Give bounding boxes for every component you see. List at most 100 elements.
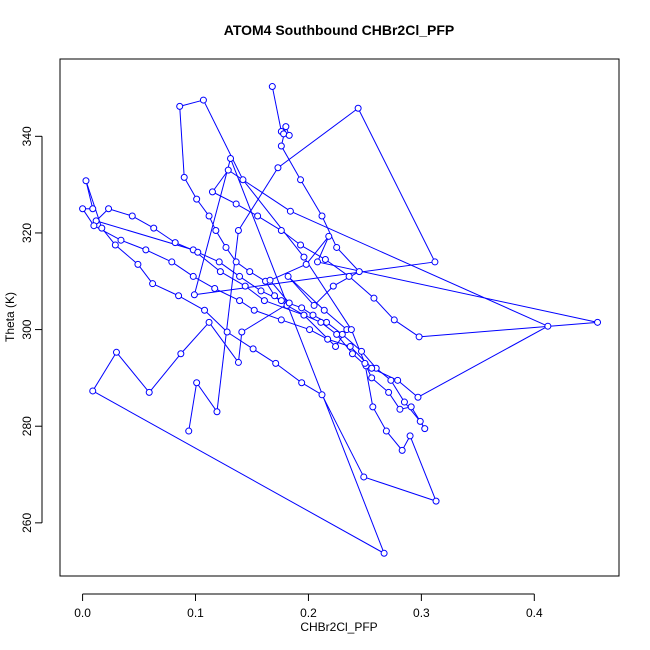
data-point	[421, 425, 429, 433]
data-point	[82, 177, 90, 185]
series-line-segment	[363, 476, 437, 502]
data-point	[286, 207, 294, 215]
data-point	[324, 335, 332, 343]
data-point	[89, 387, 97, 395]
data-point	[268, 83, 276, 91]
data-point	[134, 260, 142, 268]
data-point	[238, 328, 246, 336]
series-line-segment	[300, 244, 326, 260]
series-line-segment	[303, 256, 352, 330]
series-line-segment	[196, 382, 218, 413]
series-line-segment	[227, 169, 291, 212]
y-tick-label: 320	[20, 223, 34, 243]
data-point	[149, 280, 157, 288]
data-point	[90, 222, 98, 230]
data-point	[260, 297, 268, 305]
data-point	[325, 232, 333, 240]
data-point	[302, 260, 310, 268]
data-point	[361, 359, 369, 367]
series-line-segment	[214, 288, 240, 302]
data-point	[285, 299, 293, 307]
data-point	[211, 285, 219, 293]
data-point	[297, 176, 305, 184]
series-line-segment	[305, 236, 330, 265]
data-point	[368, 364, 376, 372]
series-line-segment	[242, 179, 305, 258]
data-point	[266, 276, 274, 284]
series-line-segment	[235, 203, 258, 217]
data-point	[239, 176, 247, 184]
data-point	[382, 427, 390, 435]
data-point	[201, 306, 209, 314]
data-point	[348, 350, 356, 358]
data-point	[369, 403, 377, 411]
y-tick-label: 300	[20, 319, 34, 339]
data-point	[370, 294, 378, 302]
series-line-segment	[323, 309, 348, 330]
data-point	[387, 376, 395, 384]
series-line-segment	[327, 338, 351, 347]
data-point	[213, 408, 221, 416]
data-point	[333, 330, 341, 338]
series-line-segment	[183, 177, 198, 200]
series-line-segment	[95, 220, 194, 251]
data-point	[358, 347, 366, 355]
series-line-segment	[390, 380, 405, 403]
series-line-segment	[212, 191, 237, 205]
data-point	[298, 304, 306, 312]
series-line-segment	[348, 276, 375, 299]
data-point	[390, 316, 398, 324]
data-point	[306, 326, 314, 334]
data-point	[194, 248, 202, 256]
data-point	[176, 102, 184, 110]
y-axis-label: Theta (K)	[3, 292, 17, 342]
series-line-segment	[373, 297, 395, 321]
data-point	[284, 272, 292, 280]
series-line-segment	[193, 275, 215, 289]
series-line-segment	[145, 249, 173, 263]
series-line-segment	[208, 322, 239, 363]
data-point	[223, 328, 231, 336]
data-point	[215, 258, 223, 266]
series-line-segment	[204, 309, 228, 333]
series-line-segment	[280, 145, 301, 181]
x-axis: 0.0 0.1 0.2 0.3 0.4	[74, 593, 543, 620]
data-point	[185, 427, 193, 435]
data-point	[360, 473, 368, 481]
data-point	[338, 330, 346, 338]
data-point	[257, 287, 265, 295]
data-point	[398, 446, 406, 454]
series-line-segment	[350, 329, 366, 364]
series-points	[79, 83, 602, 557]
data-point	[190, 291, 198, 299]
data-point	[297, 241, 305, 249]
series-line-segment	[264, 300, 305, 316]
data-point	[177, 350, 185, 358]
series-line-segment	[197, 251, 220, 263]
series-line-segment	[252, 348, 276, 364]
data-point	[320, 306, 328, 314]
data-point	[380, 549, 388, 557]
data-point	[205, 318, 213, 326]
series-line-segment	[364, 363, 374, 407]
data-point	[145, 388, 153, 396]
series-line-segment	[194, 261, 435, 296]
series-line-segment	[115, 244, 139, 265]
series-line-segment	[120, 239, 147, 251]
series-line-segment	[397, 379, 419, 398]
data-point	[300, 253, 308, 261]
y-tick-label: 340	[20, 126, 34, 146]
data-point	[274, 164, 282, 172]
series-line-segment	[277, 107, 359, 169]
series-line-segment	[313, 285, 334, 306]
series-line-segment	[409, 435, 437, 502]
data-point	[117, 236, 125, 244]
data-point	[246, 268, 254, 276]
series-line-segment	[188, 382, 198, 432]
data-point	[346, 342, 354, 350]
series-line-segment	[275, 363, 302, 384]
data-point	[250, 306, 258, 314]
data-point	[112, 348, 120, 356]
data-point	[416, 417, 424, 425]
series-line-segment	[254, 309, 282, 321]
